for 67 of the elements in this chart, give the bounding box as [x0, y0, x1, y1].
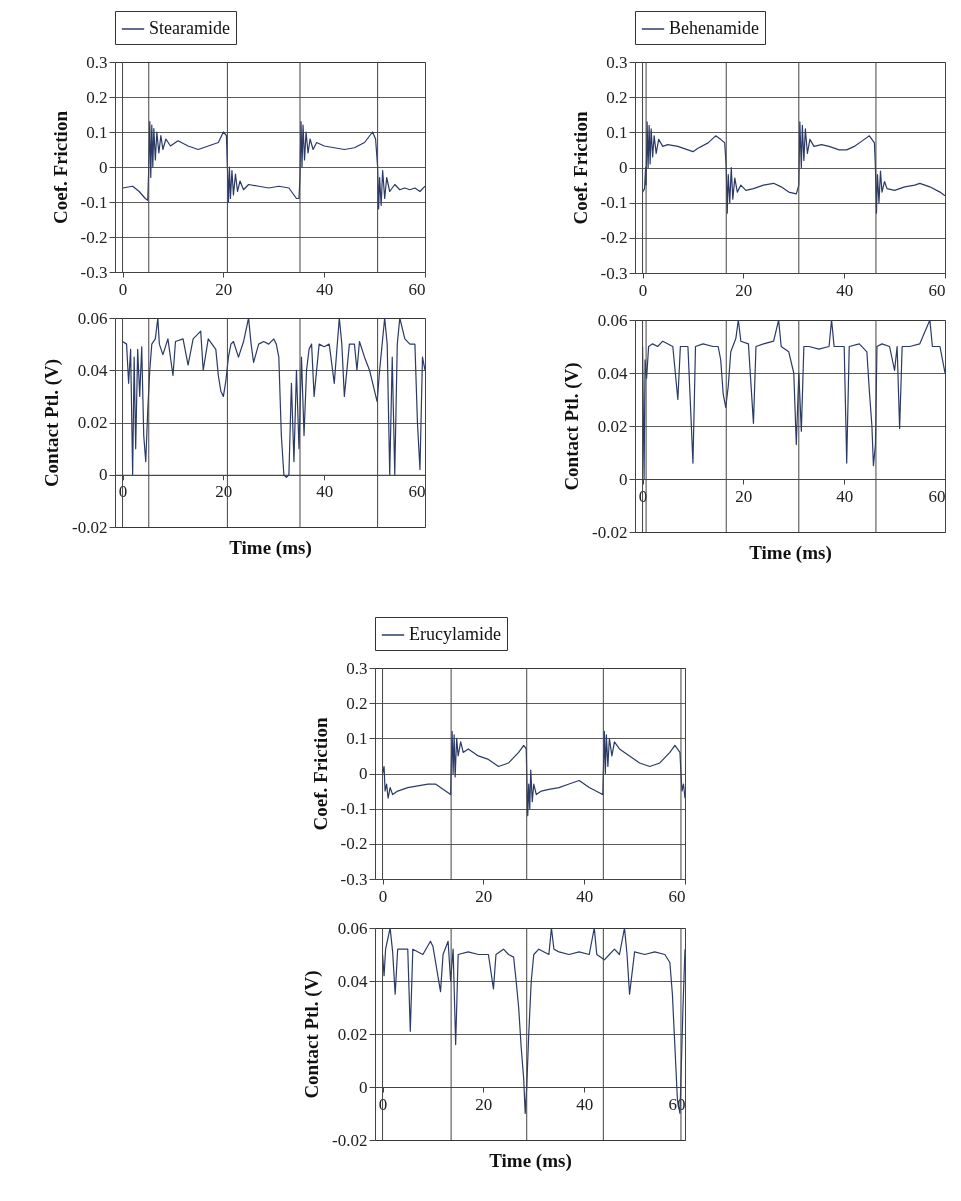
y-tick-label: -0.3 — [340, 869, 368, 889]
x-tick-label: 40 — [836, 280, 854, 300]
x-tick-label: 0 — [378, 886, 388, 906]
y-tick-label: -0.1 — [340, 799, 368, 819]
x-tick-label: 60 — [668, 886, 686, 906]
x-tick-label: 20 — [475, 1094, 493, 1114]
y-tick-label: -0.3 — [80, 262, 108, 282]
legend-label: Erucylamide — [409, 624, 501, 644]
y-tick-label: 0.06 — [77, 308, 108, 328]
y-axis-title: Coef. Friction — [49, 110, 71, 224]
y-tick-label: -0.3 — [600, 263, 628, 283]
y-tick-label: 0.02 — [337, 1024, 368, 1044]
x-tick-label: 40 — [316, 482, 334, 502]
y-tick-label: 0 — [359, 764, 368, 783]
y-tick-label: -0.02 — [592, 522, 628, 542]
x-tick-label: 40 — [836, 486, 854, 506]
y-tick-label: 0 — [99, 157, 108, 177]
y-tick-label: -0.02 — [72, 517, 108, 537]
y-tick-label: 0.04 — [77, 360, 108, 380]
y-tick-label: 0.1 — [86, 122, 108, 142]
x-tick-label: 20 — [735, 280, 753, 300]
y-tick-label: 0.2 — [606, 87, 628, 107]
y-tick-label: 0.3 — [346, 658, 368, 678]
y-axis-title: Contact Ptl. (V) — [41, 358, 64, 488]
x-tick-label: 0 — [638, 280, 648, 300]
x-tick-label: 40 — [576, 1094, 594, 1114]
x-axis-title: Time (ms) — [749, 541, 832, 564]
y-tick-label: -0.2 — [600, 228, 628, 248]
y-axis-title: Contact Ptl. (V) — [561, 362, 584, 491]
y-tick-label: 0.02 — [77, 413, 108, 432]
y-tick-label: 0.3 — [606, 52, 628, 72]
y-tick-label: 0.1 — [606, 122, 628, 142]
y-tick-label: -0.1 — [80, 192, 108, 212]
x-tick-label: 60 — [408, 482, 426, 502]
x-axis-title: Time (ms) — [229, 536, 312, 559]
y-tick-label: -0.2 — [80, 227, 108, 247]
x-tick-label: 20 — [215, 279, 233, 299]
y-axis-title: Coef. Friction — [309, 717, 331, 831]
y-tick-label: 0.06 — [597, 310, 628, 330]
y-tick-label: 0.04 — [337, 971, 368, 991]
legend-label: Behenamide — [669, 18, 759, 38]
y-tick-label: 0 — [619, 469, 628, 489]
x-tick-label: 60 — [928, 280, 946, 300]
y-tick-label: 0.1 — [346, 728, 368, 748]
y-tick-label: -0.2 — [340, 834, 368, 854]
y-tick-label: -0.02 — [332, 1130, 368, 1150]
x-tick-label: 20 — [735, 486, 753, 506]
x-tick-label: 40 — [576, 886, 594, 906]
x-tick-label: 60 — [408, 279, 426, 299]
y-axis-title: Contact Ptl. (V) — [301, 970, 324, 1099]
y-axis-title: Coef. Friction — [569, 111, 591, 225]
y-tick-label: 0.04 — [597, 363, 628, 383]
x-tick-label: 20 — [475, 886, 493, 906]
y-tick-label: -0.1 — [600, 193, 628, 213]
y-tick-label: 0.06 — [337, 918, 368, 938]
legend-label: Stearamide — [149, 18, 230, 38]
y-tick-label: 0.2 — [346, 693, 368, 713]
x-tick-label: 40 — [316, 279, 334, 299]
x-tick-label: 60 — [928, 486, 946, 506]
y-tick-label: 0.3 — [86, 52, 108, 72]
x-tick-label: 0 — [118, 279, 128, 299]
y-tick-label: 0 — [99, 465, 108, 485]
y-tick-label: 0.2 — [86, 87, 108, 107]
y-tick-label: 0 — [359, 1077, 368, 1097]
y-tick-label: 0.02 — [597, 416, 628, 436]
y-tick-label: 0 — [619, 158, 628, 177]
x-axis-title: Time (ms) — [489, 1149, 572, 1172]
